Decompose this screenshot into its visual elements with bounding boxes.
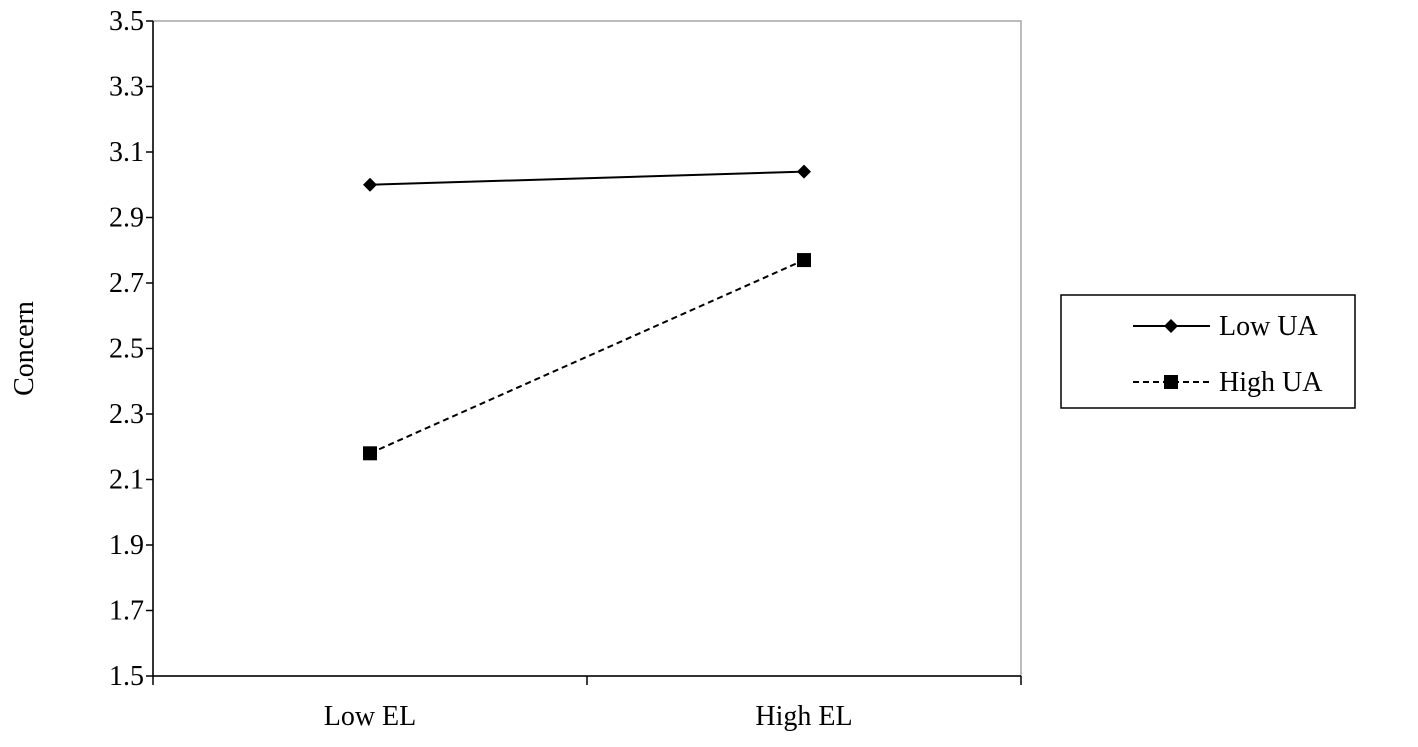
y-axis-title: Concern bbox=[9, 301, 40, 396]
data-point-square bbox=[797, 253, 811, 268]
y-tick-label: 2.5 bbox=[109, 334, 144, 365]
x-axis: Low EL High EL bbox=[152, 675, 1022, 732]
y-tick-label: 2.7 bbox=[109, 268, 144, 299]
y-tick-label: 1.7 bbox=[109, 596, 144, 627]
y-tick-label: 2.9 bbox=[109, 203, 144, 234]
series-high-ua bbox=[363, 253, 811, 461]
legend-label: Low UA bbox=[1219, 311, 1319, 342]
y-tick-label: 1.5 bbox=[109, 661, 144, 692]
y-tick-label: 3.1 bbox=[109, 137, 144, 168]
series-line bbox=[369, 170, 805, 186]
legend-marker-square bbox=[1164, 375, 1178, 389]
y-tick-label: 3.5 bbox=[109, 6, 144, 37]
y-axis: 1.5 1.7 1.9 2.1 2.3 2.5 2.7 2.9 3.1 3.3 3.5 bbox=[109, 6, 154, 692]
legend-label: High UA bbox=[1219, 367, 1323, 398]
legend-item: High UA bbox=[1133, 367, 1323, 398]
legend-item: Low UA bbox=[1133, 311, 1319, 342]
y-tick-label: 1.9 bbox=[109, 530, 144, 561]
y-tick-label: 3.3 bbox=[109, 72, 144, 103]
data-point-diamond bbox=[797, 164, 811, 179]
series-layer bbox=[363, 164, 811, 461]
data-point-square bbox=[363, 446, 377, 461]
series-line bbox=[369, 259, 805, 455]
x-tick-label: Low EL bbox=[324, 701, 417, 732]
legend-marker-diamond bbox=[1164, 319, 1178, 333]
y-tick-label: 2.1 bbox=[109, 465, 144, 496]
y-tick-label: 2.3 bbox=[109, 399, 144, 430]
data-point-diamond bbox=[363, 177, 377, 192]
x-tick-label: High EL bbox=[755, 701, 852, 732]
legend: Low UA High UA bbox=[1060, 294, 1356, 409]
series-low-ua bbox=[363, 164, 811, 192]
legend-box bbox=[1060, 294, 1356, 409]
